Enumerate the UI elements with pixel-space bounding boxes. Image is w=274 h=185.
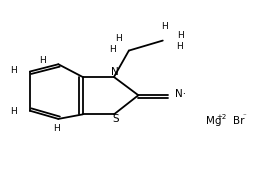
- Text: H: H: [39, 56, 45, 65]
- Text: N: N: [112, 67, 119, 77]
- Text: H: H: [161, 22, 167, 31]
- Text: Mg: Mg: [206, 116, 222, 126]
- Text: S: S: [112, 115, 119, 125]
- Text: H: H: [109, 45, 116, 54]
- Text: ⁻: ⁻: [242, 114, 246, 120]
- Text: H: H: [10, 66, 16, 75]
- Text: H: H: [10, 107, 16, 116]
- Text: H: H: [115, 34, 121, 43]
- Text: H: H: [176, 42, 182, 51]
- Text: H: H: [54, 125, 60, 133]
- Text: H: H: [177, 31, 184, 40]
- Text: +2: +2: [216, 114, 227, 120]
- Text: Br: Br: [233, 116, 245, 126]
- Text: N·: N·: [175, 89, 186, 99]
